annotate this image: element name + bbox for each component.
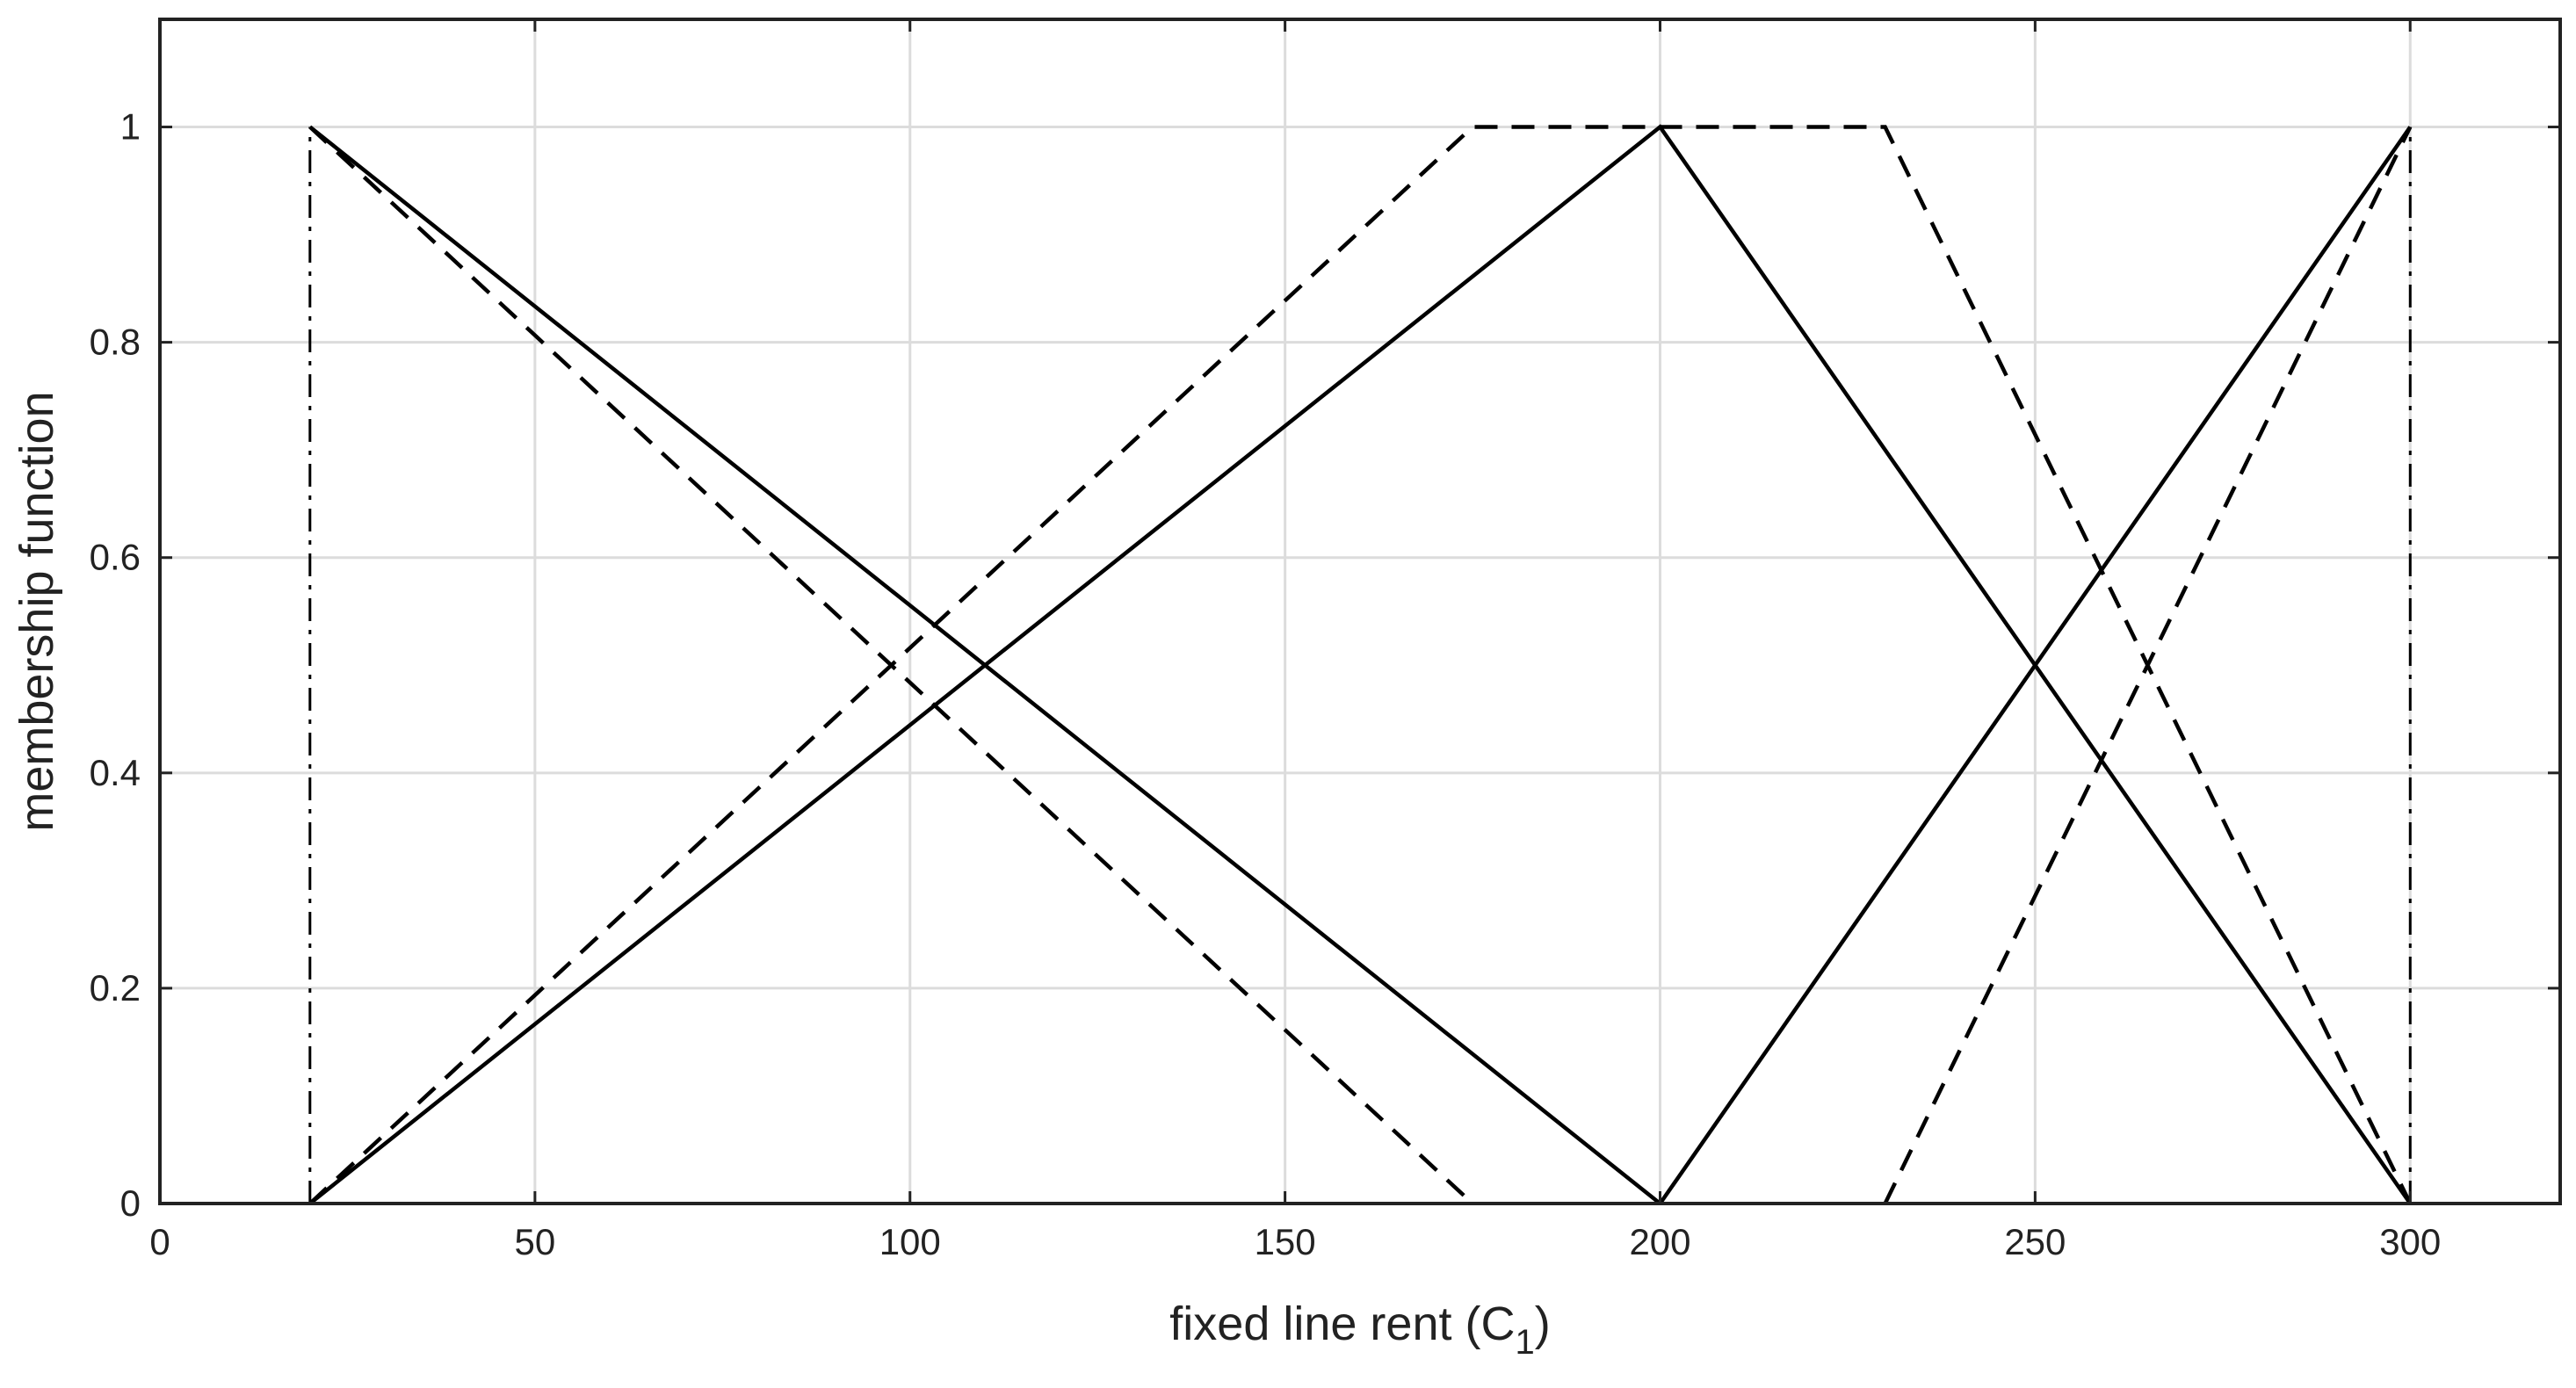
x-tick-label: 50 [515,1221,556,1262]
y-tick-label: 1 [120,106,141,148]
x-tick-label: 100 [879,1221,941,1262]
x-tick-label: 300 [2379,1221,2441,1262]
y-tick-label: 0.4 [90,752,141,793]
tick-layer: 0 50 100 150 200 250 300 0 0.2 0.4 0.6 0.8 1 [90,19,2560,1262]
series-line-dashed-6 [1883,126,2413,1204]
x-axis-title-suffix: ) [1535,1298,1551,1350]
y-tick-label: 0 [120,1182,141,1224]
x-tick-label: 200 [1629,1221,1690,1262]
plot-frame-layer [158,18,2562,1205]
series-line-dashed-5 [308,125,2413,1205]
y-axis-title: membership function [11,391,63,831]
grid-layer [158,19,2560,1205]
x-axis-title-subscript: 1 [1515,1323,1534,1362]
series-layer [308,124,2413,1205]
x-tick-label: 150 [1255,1221,1316,1262]
plot-frame [158,18,2562,1205]
series-line-solid-3 [1658,126,2413,1205]
y-tick-label: 0.2 [90,967,141,1008]
x-tick-label: 250 [2004,1221,2066,1262]
y-tick-label: 0.8 [90,322,141,363]
x-axis-title: fixed line rent (C1) [1169,1298,1550,1362]
x-tick-label: 0 [149,1221,170,1262]
y-tick-label: 0.6 [90,537,141,578]
x-axis-title-main: fixed line rent (C [1169,1298,1515,1350]
series-line-solid-2 [308,124,2413,1205]
